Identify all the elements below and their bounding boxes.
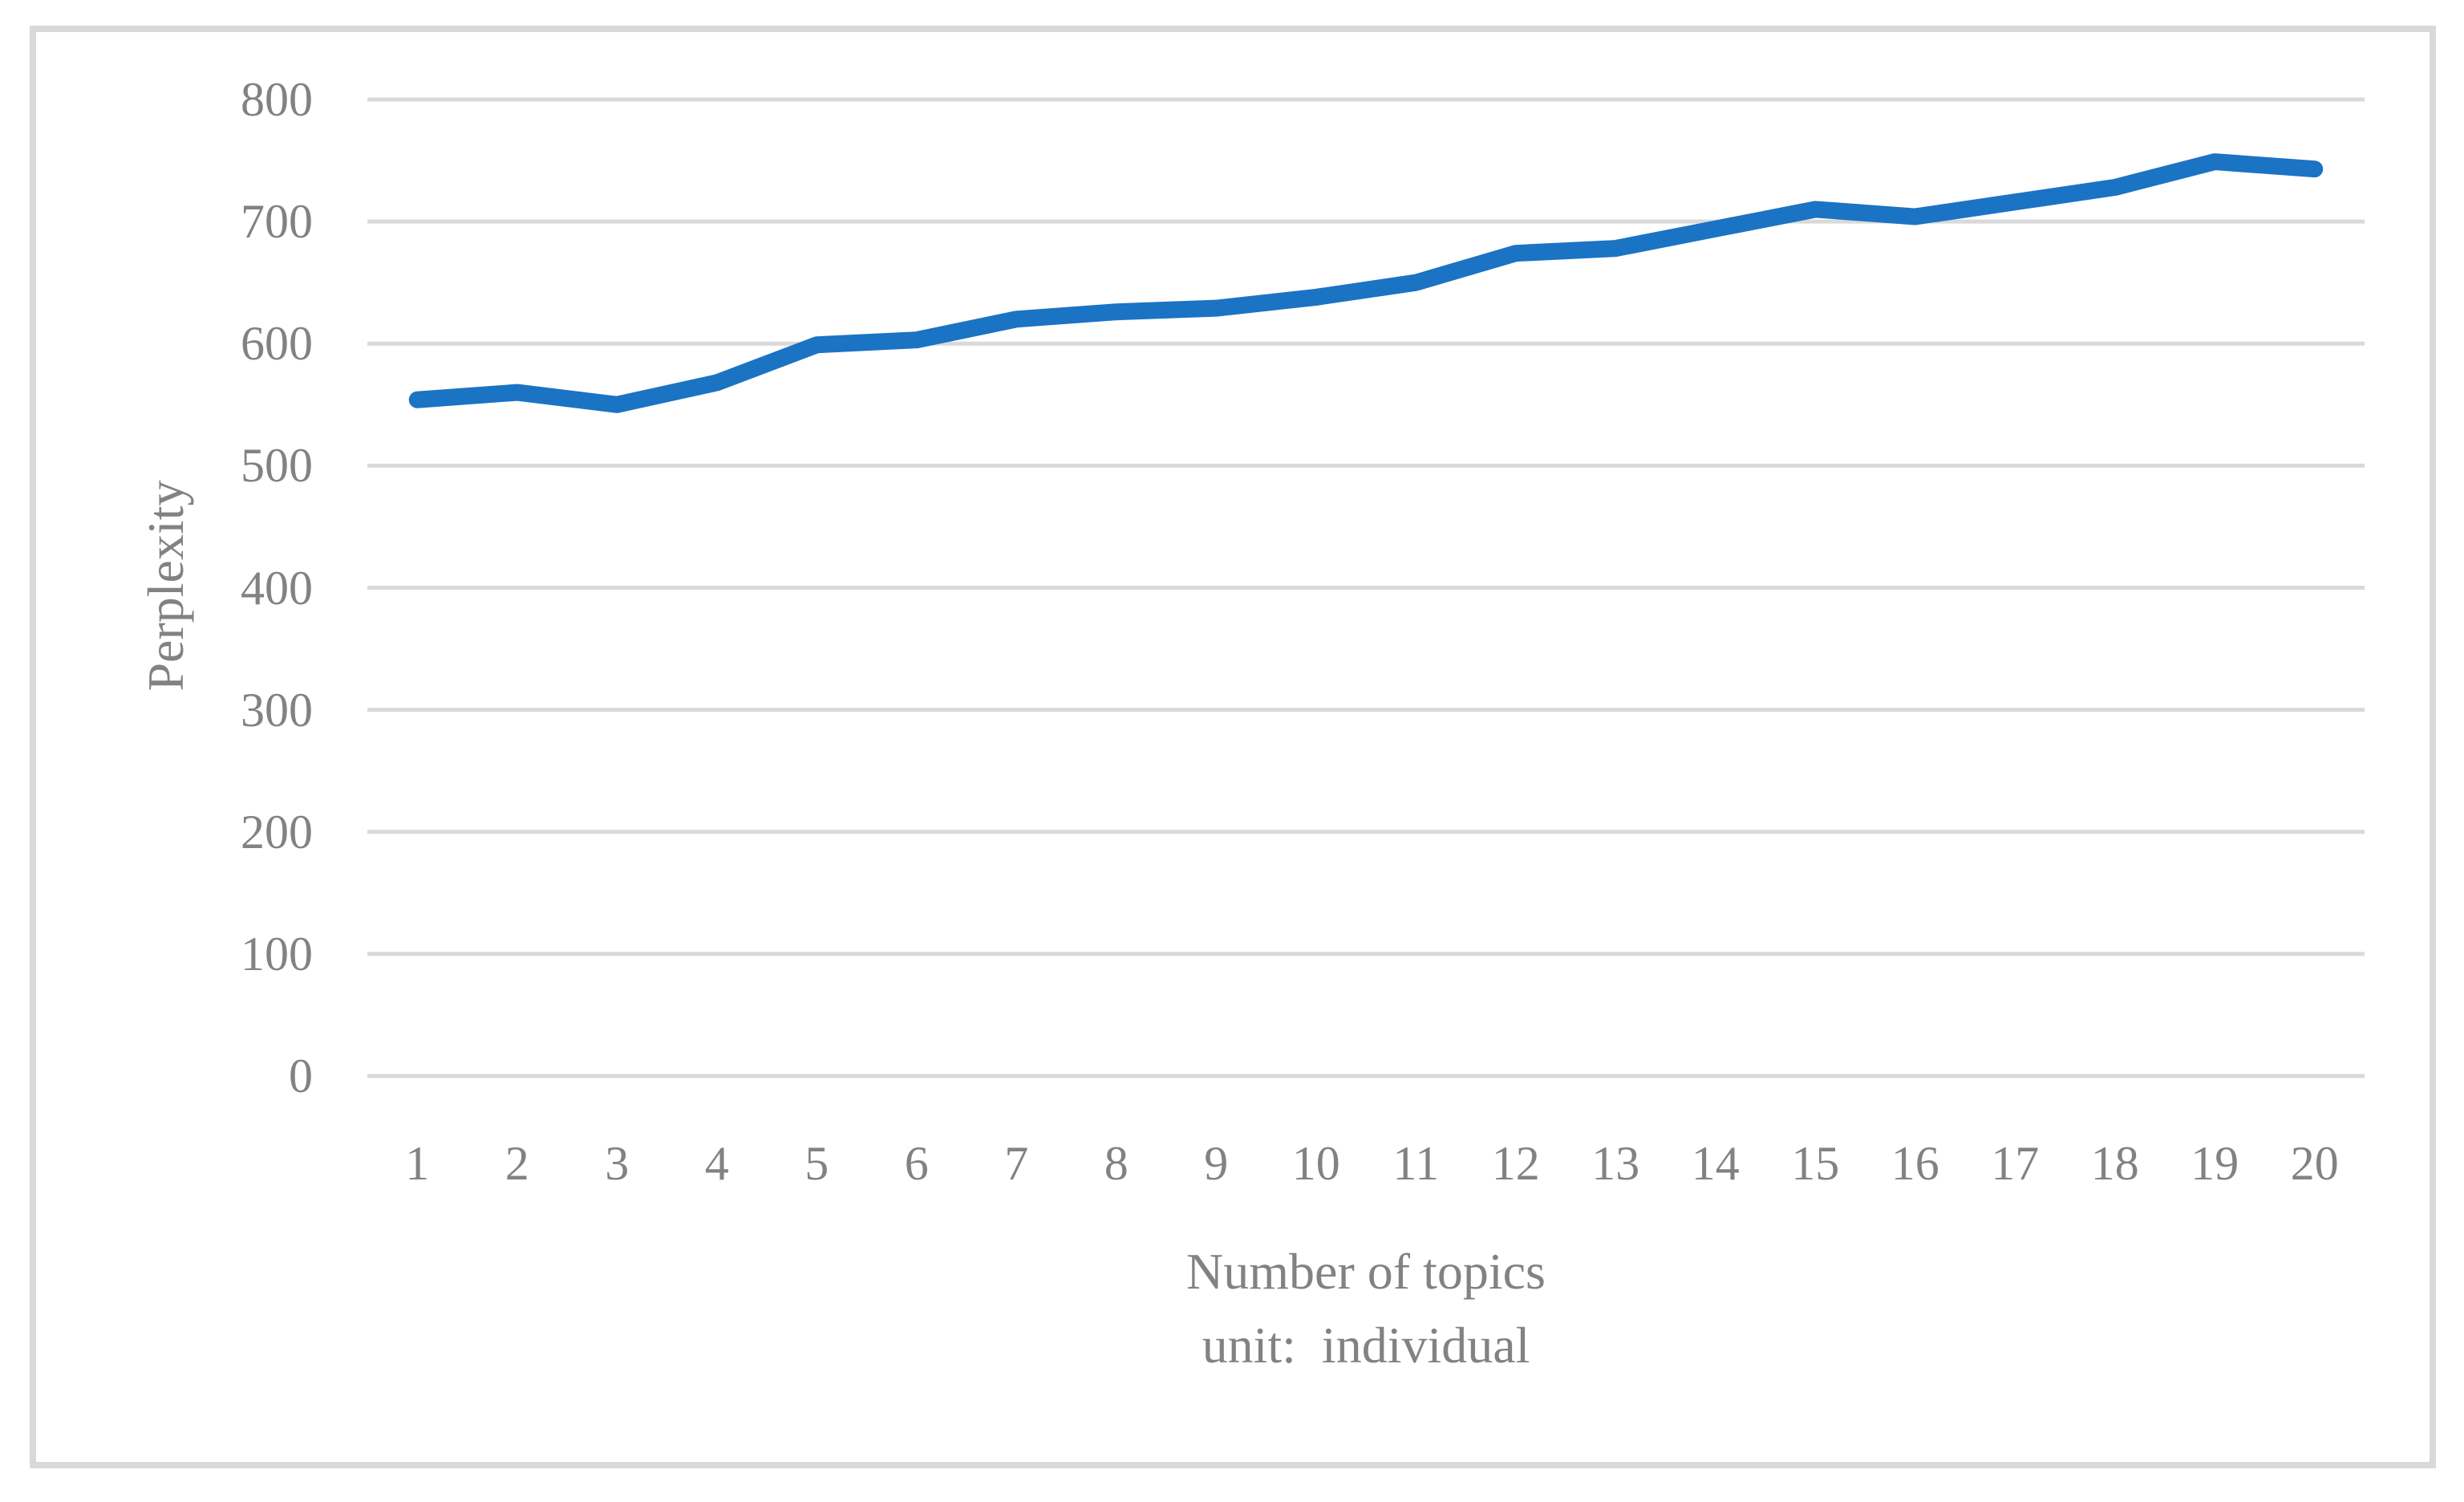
y-tick-label: 600 bbox=[241, 317, 313, 371]
x-axis-title: Number of topics bbox=[1186, 1243, 1546, 1300]
x-tick-label: 6 bbox=[904, 1137, 929, 1190]
y-tick-label: 300 bbox=[241, 683, 313, 737]
x-axis-unit-label: unit: individual bbox=[1202, 1317, 1530, 1374]
x-tick-label: 2 bbox=[505, 1137, 529, 1190]
x-tick-label: 1 bbox=[405, 1137, 430, 1190]
x-tick-label: 16 bbox=[1891, 1137, 1939, 1190]
chart-border bbox=[30, 26, 2436, 1468]
x-tick-label: 10 bbox=[1291, 1137, 1340, 1190]
x-tick-label: 12 bbox=[1491, 1137, 1540, 1190]
y-tick-label: 0 bbox=[289, 1049, 313, 1102]
x-tick-label: 5 bbox=[804, 1137, 829, 1190]
gridlines bbox=[367, 97, 2365, 1078]
perplexity-series-line bbox=[408, 153, 2324, 413]
x-tick-label: 9 bbox=[1204, 1137, 1229, 1190]
y-tick-label: 500 bbox=[241, 439, 313, 493]
x-tick-label: 8 bbox=[1104, 1137, 1129, 1190]
x-tick-label: 20 bbox=[2290, 1137, 2339, 1190]
y-tick-label: 800 bbox=[241, 73, 313, 126]
y-tick-label: 700 bbox=[241, 195, 313, 249]
y-tick-label: 400 bbox=[241, 561, 313, 615]
x-tick-label: 4 bbox=[704, 1137, 729, 1190]
x-tick-label: 15 bbox=[1791, 1137, 1840, 1190]
y-tick-label: 100 bbox=[241, 927, 313, 980]
x-tick-label: 3 bbox=[605, 1137, 630, 1190]
x-tick-label: 14 bbox=[1691, 1137, 1740, 1190]
x-tick-label: 18 bbox=[2090, 1137, 2139, 1190]
y-tick-label: 200 bbox=[241, 805, 313, 859]
x-tick-label: 13 bbox=[1591, 1137, 1640, 1190]
x-tick-label: 7 bbox=[1004, 1137, 1029, 1190]
y-axis-title: Perplexity bbox=[137, 480, 194, 692]
x-tick-label: 19 bbox=[2190, 1137, 2239, 1190]
x-tick-label: 17 bbox=[1991, 1137, 2040, 1190]
x-tick-label: 11 bbox=[1392, 1137, 1440, 1190]
